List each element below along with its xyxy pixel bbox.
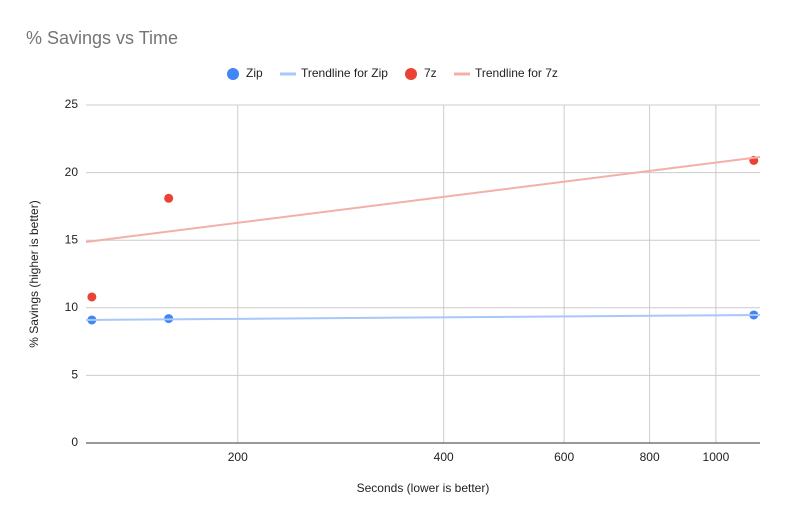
x-tick-label: 800 (640, 450, 660, 464)
x-tick-label: 400 (434, 450, 454, 464)
chart-title: % Savings vs Time (26, 28, 178, 48)
y-tick-label: 0 (71, 435, 78, 449)
legend-label: 7z (424, 66, 437, 80)
x-axis-label: Seconds (lower is better) (357, 481, 490, 495)
point (87, 292, 97, 302)
y-tick-label: 10 (65, 300, 79, 314)
y-tick-label: 20 (65, 165, 79, 179)
x-tick-label: 600 (554, 450, 574, 464)
trendline (85, 313, 761, 321)
x-tick-label: 200 (228, 450, 248, 464)
y-tick-label: 15 (65, 232, 79, 246)
y-tick-label: 5 (71, 368, 78, 382)
legend-marker (227, 68, 239, 80)
point (164, 193, 174, 203)
x-tick-label: 1000 (703, 450, 730, 464)
legend-label: Trendline for Zip (301, 66, 388, 80)
legend-label: Trendline for 7z (475, 66, 558, 80)
legend-label: Zip (246, 66, 263, 80)
y-tick-label: 25 (65, 97, 79, 111)
y-axis-label: % Savings (higher is better) (27, 200, 41, 347)
trendline (85, 156, 761, 243)
legend-marker (405, 68, 417, 80)
